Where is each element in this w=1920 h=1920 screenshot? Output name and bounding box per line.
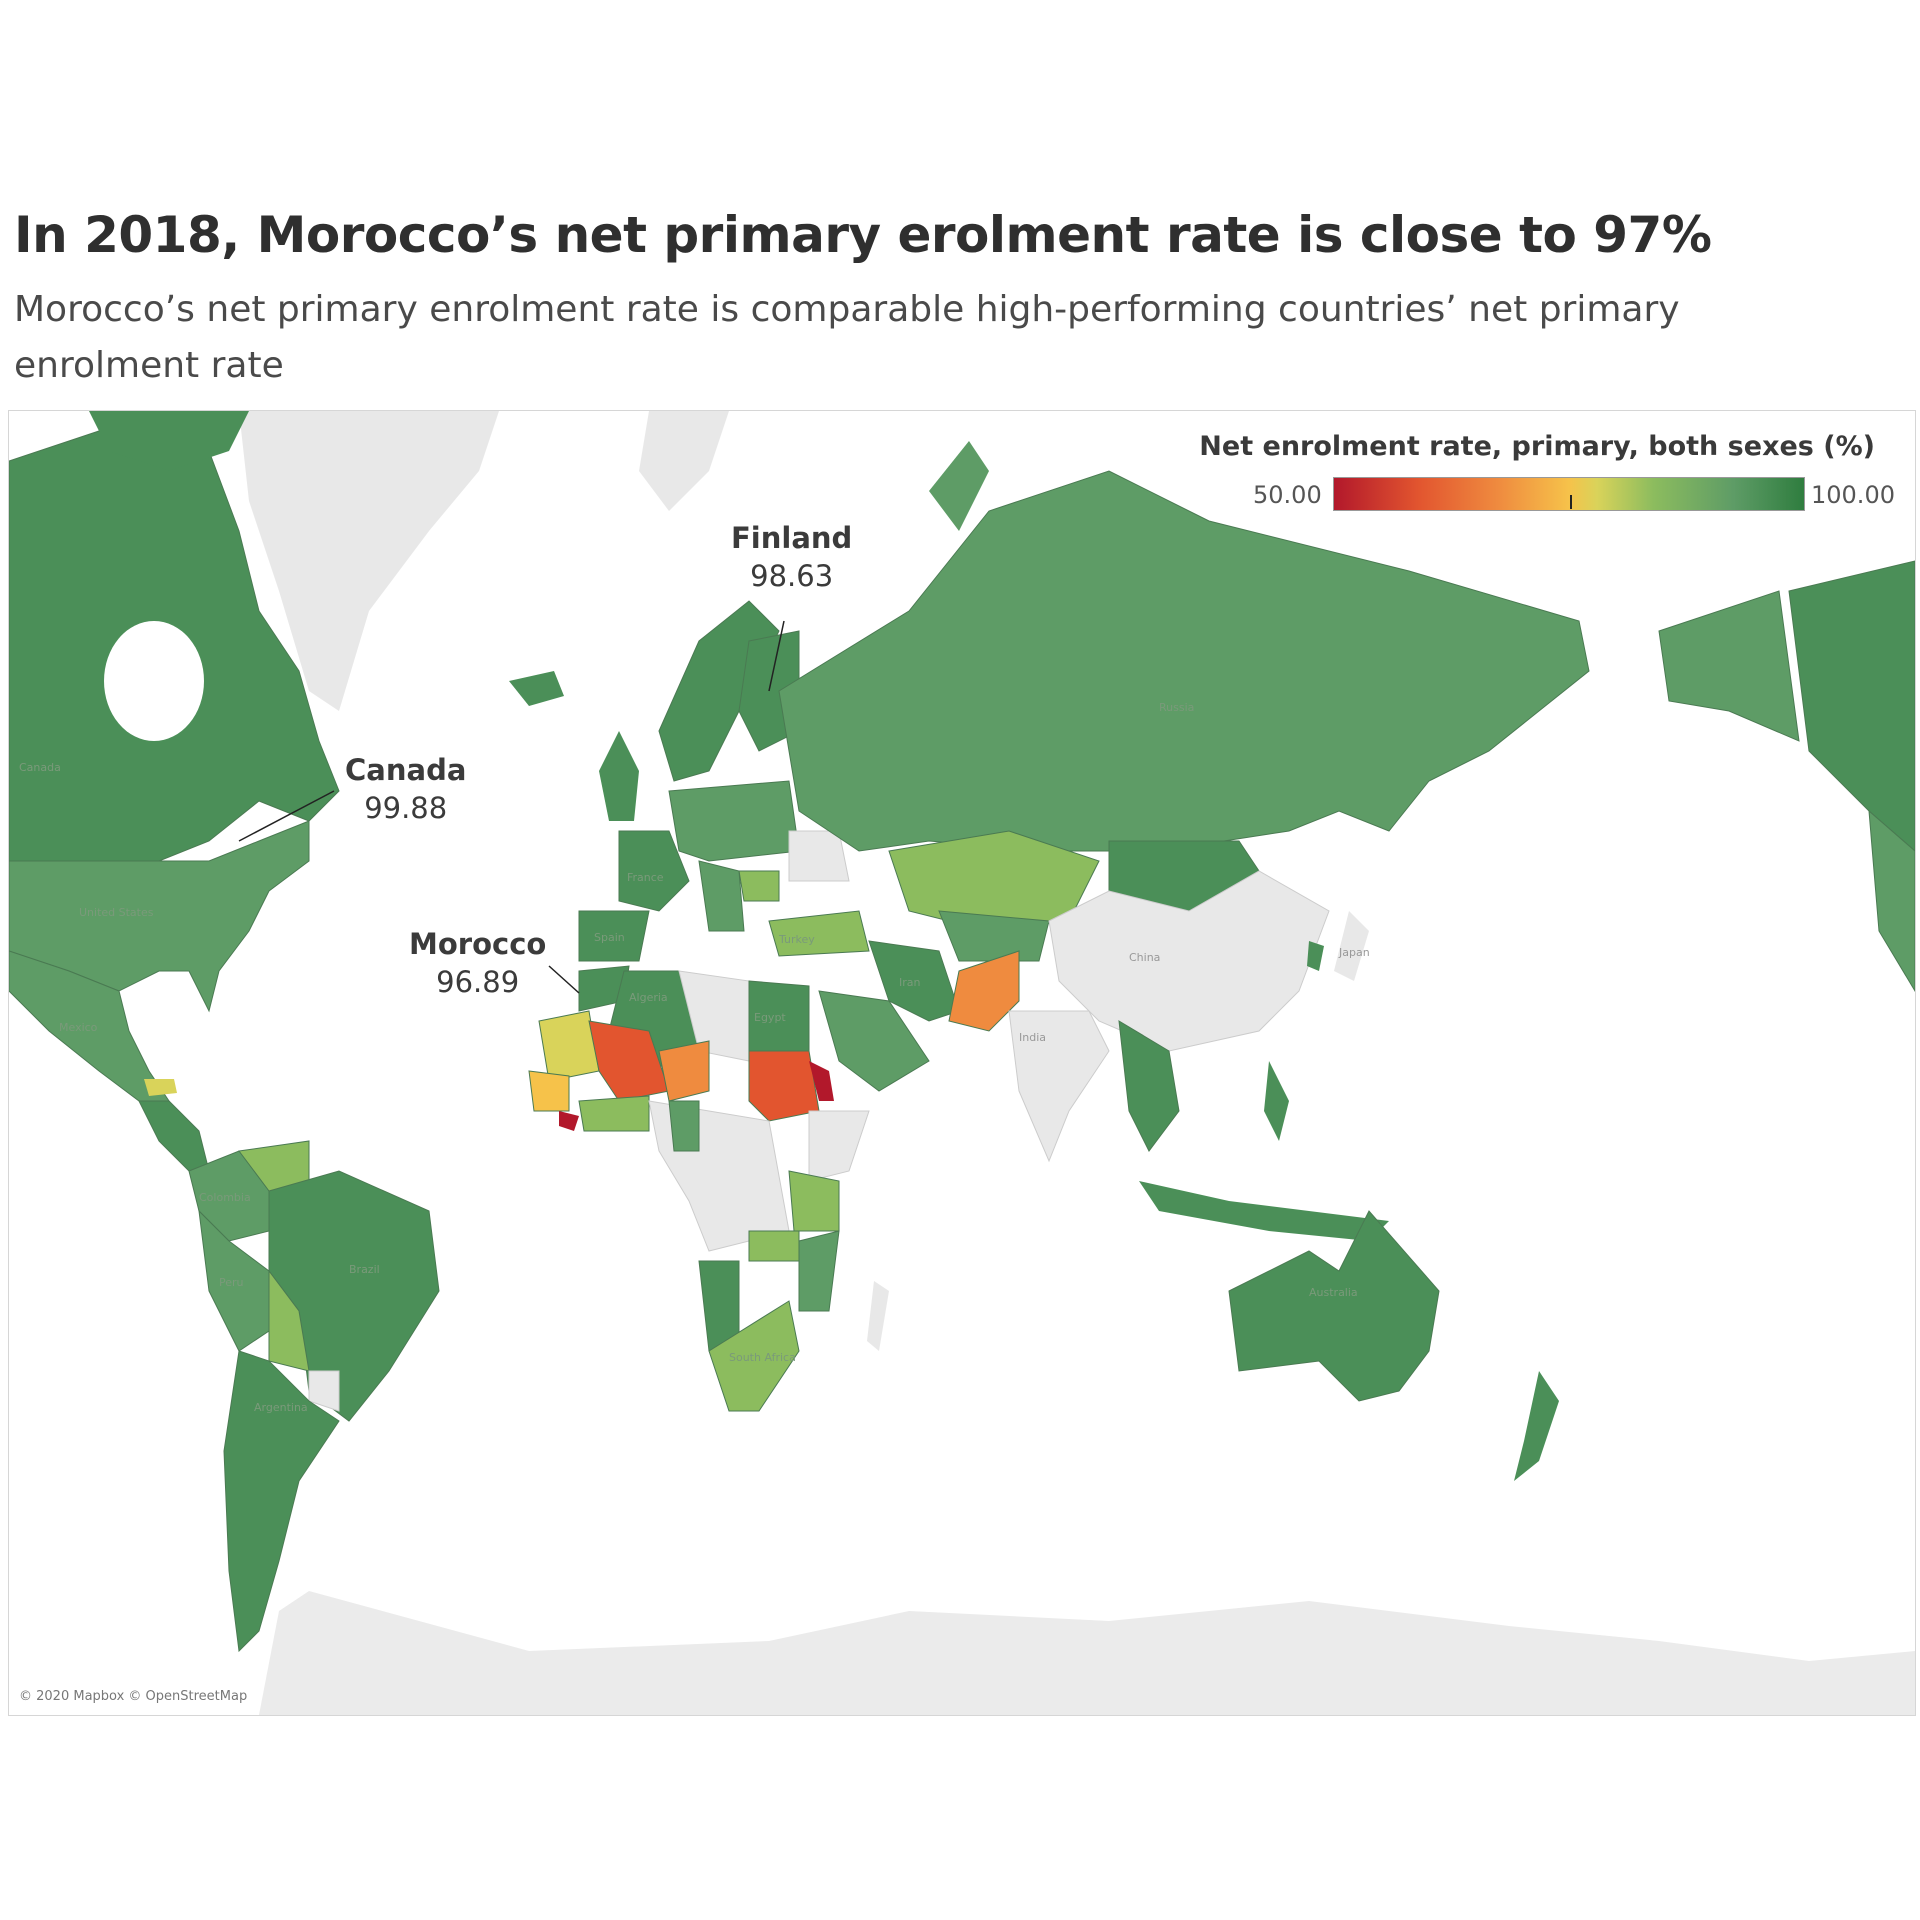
country-korea[interactable] [1307,941,1324,971]
map-label-algeria: Algeria [629,991,668,1004]
map-label-france: France [627,871,664,884]
country-central-africa[interactable] [648,1100,790,1252]
map-label-colombia: Colombia [199,1191,251,1204]
map-label-mexico: Mexico [59,1021,98,1034]
country-japan[interactable] [1334,911,1369,981]
callout-canada-country: Canada [345,753,467,787]
country-eritrea[interactable] [809,1061,834,1101]
country-ghana-nigeria[interactable] [578,1095,650,1132]
country-senegal-guinea[interactable] [528,1070,570,1112]
map-label-united-states: United States [79,906,154,919]
callout-finland: Finland 98.63 [731,519,852,595]
morocco-leader-line [548,965,580,994]
country-pakistan[interactable] [948,950,1020,1032]
map-label-peru: Peru [219,1276,244,1289]
country-romania[interactable] [738,870,780,902]
map-label-egypt: Egypt [754,1011,786,1024]
legend-max: 100.00 [1811,481,1895,509]
map-label-russia: Russia [1159,701,1194,714]
map-label-turkey: Turkey [778,933,815,946]
country-germany-poland[interactable] [668,780,800,862]
color-legend: Net enrolment rate, primary, both sexes … [1199,421,1911,511]
central-asia[interactable] [938,910,1050,962]
callout-finland-value: 98.63 [750,559,834,593]
country-turkey[interactable] [768,910,870,957]
russia-islands[interactable] [929,441,989,531]
country-niger[interactable] [658,1040,710,1102]
map-label-australia: Australia [1309,1286,1358,1299]
country-sudan[interactable] [748,1050,820,1122]
country-myanmar-thailand[interactable] [1118,1020,1180,1152]
map-label-iran: Iran [899,976,921,989]
legend-min: 50.00 [1253,481,1322,509]
country-alaska[interactable] [1658,590,1800,742]
country-ukraine-belarus[interactable] [788,830,850,882]
central-america[interactable] [138,1100,210,1172]
hudson-bay [104,621,204,741]
country-balkans[interactable] [698,860,745,932]
callout-morocco-value: 96.89 [436,965,520,999]
country-mozambique[interactable] [798,1230,840,1312]
country-usa-east-wrap[interactable] [1868,809,1915,992]
map-label-argentina: Argentina [254,1401,308,1414]
map-label-china: China [1129,951,1160,964]
country-indonesia[interactable] [1139,1181,1389,1241]
country-madagascar[interactable] [867,1281,889,1351]
world-map[interactable]: Canada United States Mexico Colombia Per… [8,410,1916,1716]
legend-marker-tick [1570,495,1572,509]
greenland[interactable] [239,411,499,711]
map-subtitle: Morocco’s net primary enrolment rate is … [14,289,1680,386]
callout-morocco: Morocco 96.89 [409,925,546,1001]
country-uk[interactable] [599,731,639,821]
finland-leader-line [768,620,785,692]
legend-gradient-bar [1333,477,1805,511]
country-argentina[interactable] [223,1350,340,1653]
callout-canada-value: 99.88 [364,791,448,825]
callout-finland-country: Finland [731,521,853,555]
country-liberia[interactable] [559,1111,579,1131]
country-spain[interactable] [578,910,650,962]
map-label-canada: Canada [19,761,61,774]
country-france[interactable] [618,830,690,912]
country-guatemala-low[interactable] [144,1079,177,1096]
country-bolivia[interactable] [268,1269,310,1372]
arctic-islands[interactable] [639,411,729,511]
country-saudi-arabia[interactable] [818,990,930,1092]
map-label-brazil: Brazil [349,1263,380,1276]
canada-islands[interactable] [89,411,249,471]
legend-title: Net enrolment rate, primary, both sexes … [1199,431,1875,462]
map-attribution[interactable]: © 2020 Mapbox © OpenStreetMap [19,1689,248,1704]
country-philippines[interactable] [1264,1061,1289,1141]
map-label-spain: Spain [594,931,625,944]
country-china[interactable] [1048,870,1330,1052]
map-title: In 2018, Morocco’s net primary erolment … [14,206,1712,264]
country-brazil[interactable] [268,1170,440,1422]
country-iceland[interactable] [509,671,564,706]
callout-morocco-country: Morocco [409,927,547,961]
country-canada-east-wrap[interactable] [1788,560,1915,852]
country-australia[interactable] [1228,1210,1440,1402]
country-cameroon[interactable] [668,1100,700,1152]
callout-canada: Canada 99.88 [345,751,466,827]
country-east-africa[interactable] [808,1110,870,1182]
country-new-zealand[interactable] [1514,1371,1559,1481]
country-tanzania[interactable] [788,1170,840,1232]
map-canvas[interactable]: Canada United States Mexico Colombia Per… [9,411,1915,1715]
map-label-south-africa: South Africa [729,1351,796,1364]
canada-leader-line [238,790,335,842]
country-iran[interactable] [868,940,960,1022]
antarctica[interactable] [259,1591,1915,1715]
country-paraguay[interactable] [308,1370,340,1412]
map-label-japan: Japan [1338,946,1370,959]
country-india[interactable] [1008,1010,1110,1163]
country-zambia[interactable] [748,1230,800,1262]
country-south-africa[interactable] [708,1300,800,1412]
country-russia[interactable] [778,470,1590,852]
map-label-india: India [1019,1031,1046,1044]
